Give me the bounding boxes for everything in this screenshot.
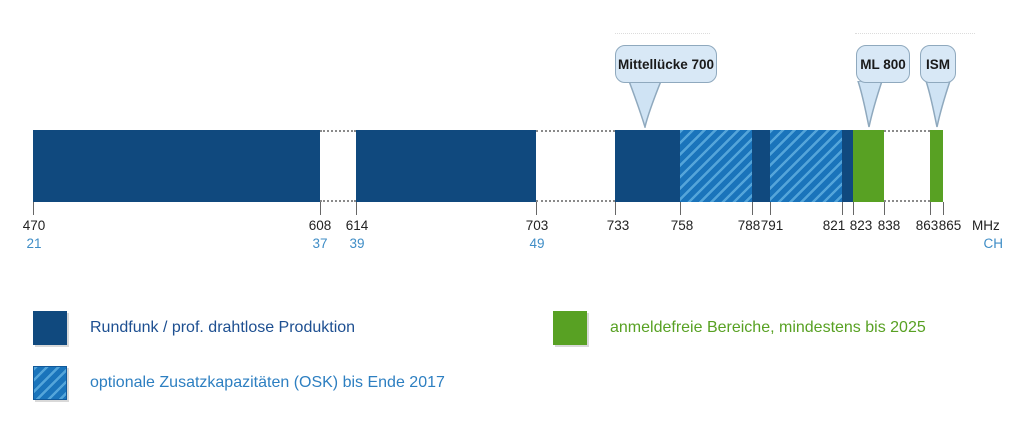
tick-614: [356, 202, 357, 215]
band-703-733-gap: [536, 130, 615, 202]
tick-838: [884, 202, 885, 215]
tick-865: [943, 202, 944, 215]
tick-863: [930, 202, 931, 215]
callout-label: ML 800: [860, 56, 906, 72]
freq-label-791: 791: [760, 218, 784, 233]
freq-label-823: 823: [849, 218, 873, 233]
faint-dotted-line: [855, 33, 975, 34]
callout-tail-ism: [925, 81, 951, 128]
tick-823: [853, 202, 854, 215]
channel-label-39: 39: [349, 236, 365, 251]
legend-swatch-primary: [33, 311, 67, 345]
band-470-608-primary: [33, 130, 320, 202]
axis-unit-ch: CH: [983, 236, 1004, 251]
callout-ml-800: ML 800: [856, 45, 910, 83]
tick-703: [536, 202, 537, 215]
tick-470: [33, 202, 34, 215]
freq-label-758: 758: [670, 218, 694, 233]
band-758-788-osk: [680, 130, 752, 202]
band-733-758-primary: [615, 130, 680, 202]
tick-608: [320, 202, 321, 215]
freq-label-733: 733: [606, 218, 630, 233]
tick-733: [615, 202, 616, 215]
channel-label-21: 21: [26, 236, 42, 251]
freq-label-614: 614: [345, 218, 369, 233]
tick-791: [770, 202, 771, 215]
axis-unit-mhz: MHz: [972, 218, 1000, 233]
band-614-703-primary: [356, 130, 536, 202]
freq-label-608: 608: [308, 218, 332, 233]
band-821-823-primary: [842, 130, 853, 202]
freq-label-788: 788: [737, 218, 761, 233]
freq-label-703: 703: [525, 218, 549, 233]
band-838-863-gap: [884, 130, 930, 202]
legend-swatch-osk: [33, 366, 67, 400]
band-863-865-free: [930, 130, 943, 202]
freq-label-470: 470: [22, 218, 46, 233]
freq-label-838: 838: [877, 218, 901, 233]
legend-item-osk: optionale Zusatzkapazitäten (OSK) bis En…: [33, 366, 445, 400]
legend-swatch-free: [553, 311, 587, 345]
band-608-614-gap: [320, 130, 356, 202]
freq-label-863: 863: [915, 218, 939, 233]
freq-label-821: 821: [822, 218, 846, 233]
tick-758: [680, 202, 681, 215]
legend-item-anmeldefrei: anmeldefreie Bereiche, mindestens bis 20…: [553, 311, 926, 345]
legend-label-rundfunk: Rundfunk / prof. drahtlose Produktion: [90, 319, 356, 336]
tick-821: [842, 202, 843, 215]
band-788-791-primary: [752, 130, 770, 202]
channel-label-49: 49: [529, 236, 545, 251]
callout-mittelluecke-700: Mittellücke 700: [615, 45, 717, 83]
band-791-821-osk: [770, 130, 842, 202]
legend-label-anmeldefrei: anmeldefreie Bereiche, mindestens bis 20…: [610, 319, 926, 336]
callout-ism: ISM: [920, 45, 956, 83]
frequency-bar: [0, 130, 1024, 202]
band-823-838-free: [853, 130, 884, 202]
legend-item-rundfunk: Rundfunk / prof. drahtlose Produktion: [33, 311, 355, 345]
legend-label-osk: optionale Zusatzkapazitäten (OSK) bis En…: [90, 374, 445, 391]
tick-788: [752, 202, 753, 215]
freq-label-865: 865: [938, 218, 962, 233]
callout-tail-ml-800: [857, 81, 883, 128]
channel-label-37: 37: [312, 236, 328, 251]
callout-label: ISM: [925, 56, 950, 72]
faint-dotted-line: [615, 33, 710, 34]
callout-tail-mittelluecke-700: [628, 81, 662, 128]
callout-label: Mittellücke 700: [617, 56, 715, 72]
